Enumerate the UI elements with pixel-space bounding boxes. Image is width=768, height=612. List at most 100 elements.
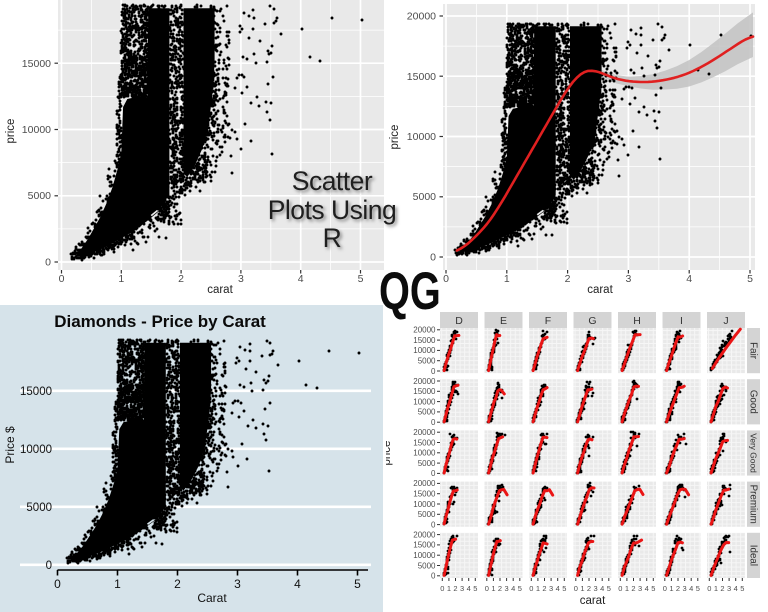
svg-text:2: 2 — [453, 584, 457, 593]
svg-text:20000: 20000 — [413, 377, 436, 386]
svg-text:E: E — [500, 315, 507, 327]
svg-text:0: 0 — [46, 560, 52, 572]
svg-text:10000: 10000 — [20, 444, 52, 456]
svg-text:3: 3 — [625, 273, 631, 285]
svg-text:10000: 10000 — [413, 449, 436, 458]
svg-text:5: 5 — [651, 584, 655, 593]
svg-text:15000: 15000 — [413, 336, 436, 345]
svg-text:20000: 20000 — [413, 326, 436, 335]
svg-text:4: 4 — [467, 584, 471, 593]
svg-text:1: 1 — [714, 584, 718, 593]
svg-text:0: 0 — [45, 257, 51, 269]
svg-text:3: 3 — [549, 584, 553, 593]
svg-text:15000: 15000 — [413, 490, 436, 499]
svg-text:2: 2 — [587, 584, 591, 593]
svg-text:15000: 15000 — [20, 386, 52, 398]
svg-text:15000: 15000 — [413, 387, 436, 396]
svg-text:1: 1 — [669, 584, 673, 593]
svg-text:D: D — [455, 315, 463, 327]
svg-text:15000: 15000 — [22, 58, 51, 70]
svg-text:H: H — [633, 315, 641, 327]
svg-text:5000: 5000 — [418, 408, 436, 417]
svg-text:5000: 5000 — [418, 510, 436, 519]
svg-text:1: 1 — [114, 577, 121, 591]
svg-text:5: 5 — [473, 584, 477, 593]
svg-text:10000: 10000 — [413, 397, 436, 406]
svg-text:Good: Good — [748, 390, 759, 414]
svg-text:5000: 5000 — [28, 190, 52, 202]
svg-text:4: 4 — [686, 273, 692, 285]
svg-text:4: 4 — [511, 584, 515, 593]
svg-text:15000: 15000 — [407, 71, 436, 83]
svg-text:2: 2 — [542, 584, 546, 593]
svg-text:5: 5 — [518, 584, 522, 593]
svg-text:0: 0 — [707, 584, 711, 593]
svg-text:5000: 5000 — [418, 561, 436, 570]
svg-text:1: 1 — [118, 273, 124, 285]
svg-text:1: 1 — [536, 584, 540, 593]
svg-text:5000: 5000 — [418, 357, 436, 366]
svg-text:4: 4 — [689, 584, 693, 593]
svg-text:0: 0 — [574, 584, 578, 593]
svg-text:Premium: Premium — [748, 485, 759, 524]
svg-text:10000: 10000 — [413, 551, 436, 560]
svg-text:20000: 20000 — [413, 428, 436, 437]
svg-text:4: 4 — [600, 584, 604, 593]
svg-text:0: 0 — [663, 584, 667, 593]
svg-text:0: 0 — [485, 584, 489, 593]
svg-text:0: 0 — [529, 584, 533, 593]
svg-text:carat: carat — [580, 595, 606, 607]
svg-text:15000: 15000 — [413, 438, 436, 447]
svg-text:4: 4 — [294, 577, 301, 591]
svg-text:2: 2 — [720, 584, 724, 593]
svg-text:5: 5 — [607, 584, 611, 593]
svg-text:3: 3 — [460, 584, 464, 593]
svg-text:Ideal: Ideal — [748, 545, 759, 566]
svg-text:5000: 5000 — [413, 191, 437, 203]
svg-text:3: 3 — [238, 273, 244, 285]
svg-text:1: 1 — [447, 584, 451, 593]
svg-text:5: 5 — [740, 584, 744, 593]
svg-text:15000: 15000 — [413, 541, 436, 550]
svg-text:0: 0 — [618, 584, 622, 593]
svg-text:20000: 20000 — [413, 530, 436, 539]
svg-text:5000: 5000 — [26, 502, 52, 514]
svg-text:3: 3 — [234, 577, 241, 591]
svg-text:0: 0 — [59, 273, 65, 285]
svg-text:0: 0 — [443, 273, 449, 285]
svg-text:0: 0 — [440, 584, 444, 593]
svg-text:carat: carat — [587, 284, 613, 296]
svg-text:4: 4 — [645, 584, 649, 593]
svg-text:I: I — [680, 315, 683, 327]
svg-text:3: 3 — [505, 584, 509, 593]
svg-text:10000: 10000 — [413, 346, 436, 355]
svg-text:J: J — [723, 315, 728, 327]
svg-text:0: 0 — [431, 572, 436, 581]
svg-text:0: 0 — [431, 418, 436, 427]
svg-text:Carat: Carat — [197, 591, 227, 605]
svg-text:2: 2 — [676, 584, 680, 593]
svg-text:Fair: Fair — [748, 342, 759, 360]
svg-text:10000: 10000 — [413, 500, 436, 509]
svg-text:price: price — [5, 119, 17, 144]
svg-text:1: 1 — [504, 273, 510, 285]
svg-text:price: price — [389, 125, 401, 150]
svg-text:3: 3 — [683, 584, 687, 593]
svg-text:10000: 10000 — [407, 131, 436, 143]
svg-text:20000: 20000 — [413, 479, 436, 488]
svg-text:1: 1 — [625, 584, 629, 593]
svg-text:3: 3 — [638, 584, 642, 593]
svg-text:1: 1 — [491, 584, 495, 593]
svg-text:3: 3 — [727, 584, 731, 593]
svg-text:0: 0 — [431, 367, 436, 376]
svg-text:2: 2 — [174, 577, 181, 591]
svg-text:10000: 10000 — [22, 124, 51, 136]
svg-text:5: 5 — [696, 584, 700, 593]
svg-text:5000: 5000 — [418, 459, 436, 468]
svg-text:2: 2 — [178, 273, 184, 285]
svg-text:20000: 20000 — [407, 11, 436, 23]
svg-text:Diamonds - Price by Carat: Diamonds - Price by Carat — [54, 312, 266, 331]
svg-text:F: F — [545, 315, 551, 327]
svg-text:4: 4 — [734, 584, 738, 593]
svg-text:2: 2 — [565, 273, 571, 285]
